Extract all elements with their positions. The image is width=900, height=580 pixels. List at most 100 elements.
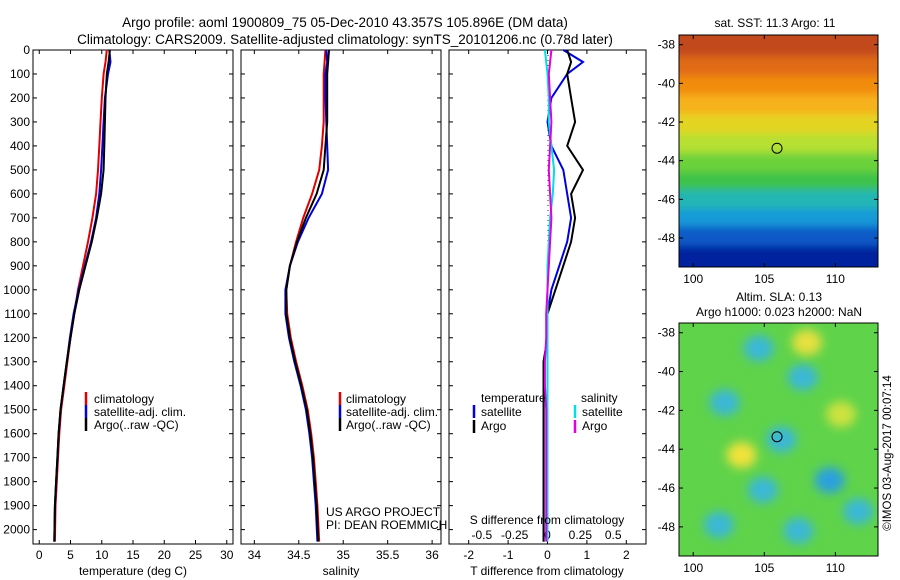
s-difference-axis: -0.5 -0.25 0 0.25 0.5 bbox=[471, 528, 621, 542]
x-tick-label: 1 bbox=[584, 548, 591, 562]
x-tick-label: 34.5 bbox=[287, 548, 311, 562]
map-y-tick-label: -42 bbox=[658, 115, 676, 129]
depth-tick-label: 1100 bbox=[4, 307, 30, 321]
sla-eddy bbox=[791, 329, 822, 356]
difference-depth-ticks bbox=[449, 49, 646, 531]
temperature-axis: 0 5 10 15 20 25 30 bbox=[36, 50, 234, 562]
argo-location-marker bbox=[771, 142, 783, 154]
salinity-xlabel: salinity bbox=[323, 564, 360, 578]
map-y-tick-label: -48 bbox=[658, 231, 676, 245]
s-tick-label: 0.25 bbox=[569, 528, 593, 542]
x-tick-label: 35.5 bbox=[376, 548, 400, 562]
map-y-tick-label: -42 bbox=[658, 403, 676, 417]
depth-tick-label: 700 bbox=[10, 211, 30, 225]
sst-map-title: sat. SST: 11.3 Argo: 11 bbox=[715, 16, 836, 30]
altimetry-field bbox=[679, 323, 878, 556]
temperature-series bbox=[53, 49, 112, 542]
sst-band bbox=[679, 226, 878, 248]
sla-eddy bbox=[843, 498, 874, 525]
legend-climatology-label: climatology bbox=[94, 392, 154, 406]
x-tick-label: 20 bbox=[158, 548, 172, 562]
s-difference-xlabel: S difference from climatology bbox=[470, 513, 625, 527]
map-y-tick-label: -48 bbox=[658, 520, 676, 534]
series-line bbox=[542, 49, 585, 542]
salinity-legend: climatology satellite-adj. clim. Argo(..… bbox=[338, 392, 438, 432]
map-x-tick-label: 110 bbox=[826, 272, 845, 286]
x-tick-label: 5 bbox=[67, 548, 74, 562]
depth-tick-label: 900 bbox=[10, 259, 30, 273]
depth-tick-label: 600 bbox=[10, 187, 30, 201]
sst-map-frame bbox=[678, 34, 879, 268]
sst-band bbox=[679, 114, 878, 136]
depth-tick-label: 1800 bbox=[3, 475, 30, 489]
series-line bbox=[53, 49, 111, 542]
x-tick-label: 0 bbox=[36, 548, 43, 562]
temperature-axes-frame bbox=[32, 49, 234, 545]
sla-eddy bbox=[703, 511, 734, 538]
sla-eddy bbox=[814, 467, 845, 494]
map-x-tick-label: 100 bbox=[683, 561, 703, 575]
legend-temperature-title: temperature bbox=[481, 391, 546, 405]
difference-panel: -2 -1 0 1 2 -0.5 -0.25 0 0.25 0.5 T difference f… bbox=[448, 49, 647, 578]
legend-salinity-title: salinity bbox=[581, 391, 618, 405]
series-line bbox=[543, 49, 553, 542]
depth-tick-label: 1200 bbox=[3, 331, 30, 345]
sla-eddy bbox=[743, 335, 774, 362]
depth-tick-label: 2000 bbox=[3, 523, 30, 537]
sst-band bbox=[679, 94, 878, 117]
figure-title-line1: Argo profile: aoml 1900809_75 05-Dec-201… bbox=[122, 15, 568, 30]
map-y-tick-label: -40 bbox=[658, 76, 676, 90]
sla-eddy bbox=[787, 364, 818, 391]
depth-tick-label: 0 bbox=[23, 43, 30, 57]
figure-title-line2: Climatology: CARS2009. Satellite-adjuste… bbox=[77, 32, 613, 47]
temperature-panel: 0100200300400500600700800900100011001200… bbox=[3, 43, 233, 578]
depth-tick-label: 300 bbox=[10, 115, 30, 129]
map-x-tick-label: 105 bbox=[754, 272, 774, 286]
legend-argo-label: Argo(..raw -QC) bbox=[94, 418, 179, 432]
temperature-legend: climatology satellite-adj. clim. Argo(..… bbox=[84, 392, 186, 432]
map-y-tick-label: -38 bbox=[658, 38, 676, 52]
map-y-tick-label: -46 bbox=[658, 192, 676, 206]
salinity-axis: 34 34.5 35 35.5 36 bbox=[248, 50, 439, 562]
sst-band bbox=[679, 152, 878, 175]
depth-tick-label: 200 bbox=[10, 91, 30, 105]
depth-tick-label: 1700 bbox=[3, 451, 30, 465]
sla-eddy bbox=[783, 517, 814, 544]
sla-eddy bbox=[709, 389, 740, 416]
legend-satellite-label: satellite-adj. clim. bbox=[94, 405, 186, 419]
x-tick-label: 25 bbox=[189, 548, 203, 562]
sla-eddy bbox=[826, 401, 857, 428]
sst-band bbox=[679, 209, 878, 229]
sla-eddy bbox=[747, 476, 778, 503]
depth-tick-label: 1400 bbox=[3, 379, 30, 393]
depth-tick-label: 1300 bbox=[3, 355, 30, 369]
map-y-tick-label: -44 bbox=[658, 442, 676, 456]
x-tick-label: 30 bbox=[220, 548, 234, 562]
depth-tick-label: 1500 bbox=[3, 403, 30, 417]
altimetry-map-frame bbox=[678, 322, 879, 557]
map-y-tick-label: -40 bbox=[658, 365, 676, 379]
sst-field bbox=[679, 35, 878, 267]
depth-tick-label: 100 bbox=[10, 67, 30, 81]
project-annotation-line2: PI: DEAN ROEMMICH bbox=[326, 518, 447, 532]
altimetry-map: Altim. SLA: 0.13 Argo h1000: 0.023 h2000… bbox=[658, 290, 879, 575]
legend-argo-label: Argo(..raw -QC) bbox=[346, 418, 431, 432]
map-y-tick-label: -46 bbox=[658, 481, 676, 495]
depth-tick-label: 1900 bbox=[3, 499, 30, 513]
altimetry-map-axes: 100 105 110 -38 -40 -42 -44 -46 -48 bbox=[658, 323, 878, 575]
sst-band bbox=[679, 35, 878, 59]
x-tick-label: 36 bbox=[425, 548, 439, 562]
x-tick-label: -2 bbox=[463, 548, 474, 562]
altimetry-title-line2: Argo h1000: 0.023 h2000: NaN bbox=[696, 305, 862, 319]
temperature-xlabel: temperature (deg C) bbox=[79, 564, 187, 578]
sst-band bbox=[679, 133, 878, 155]
legend-climatology-label: climatology bbox=[346, 392, 406, 406]
x-tick-label: -1 bbox=[503, 548, 514, 562]
t-difference-axis: -2 -1 0 1 2 bbox=[463, 50, 630, 562]
depth-tick-label: 1600 bbox=[3, 427, 30, 441]
map-y-tick-label: -44 bbox=[658, 154, 676, 168]
difference-legend: temperature salinity satellite Argo sate… bbox=[472, 391, 623, 433]
s-tick-label: -0.25 bbox=[501, 528, 529, 542]
sst-band bbox=[679, 189, 878, 211]
